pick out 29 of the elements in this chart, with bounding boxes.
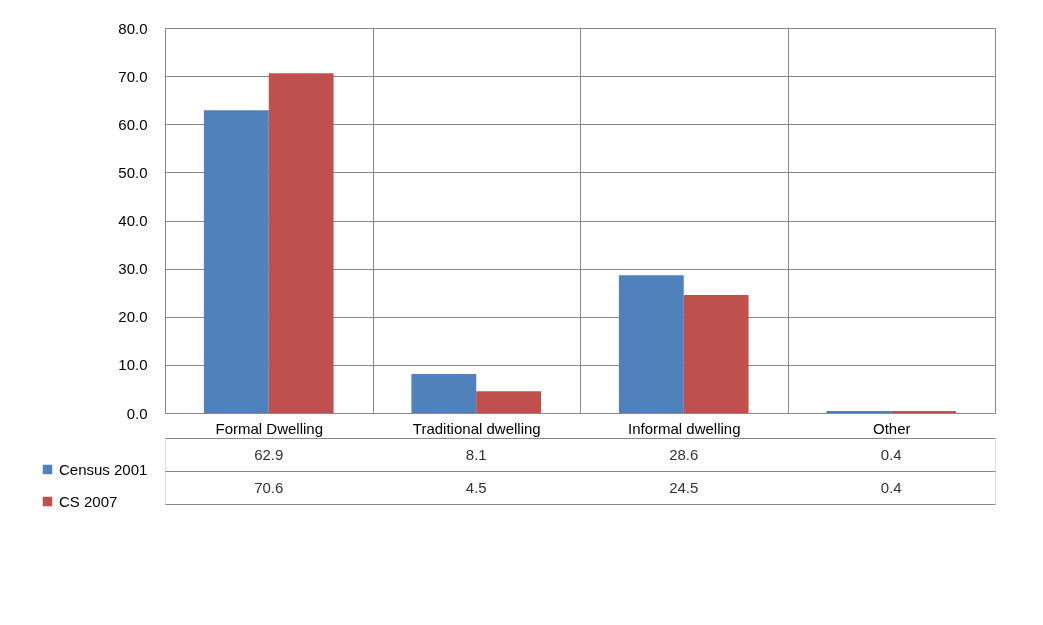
bar xyxy=(476,391,542,413)
legend-label: CS 2007 xyxy=(59,492,118,510)
data-label: 8.1 xyxy=(465,445,487,463)
bar xyxy=(268,73,334,413)
data-label: 0.4 xyxy=(880,445,902,463)
data-label: 28.6 xyxy=(669,445,699,463)
data-label: 4.5 xyxy=(465,478,487,496)
x-tick-label: Other xyxy=(872,419,911,437)
bar xyxy=(203,110,269,413)
y-tick-label: 80.0 xyxy=(118,19,148,37)
y-tick-label: 30.0 xyxy=(118,260,148,278)
x-tick-label: Traditional dwelling xyxy=(412,419,541,437)
bar xyxy=(618,275,684,413)
data-label: 0.4 xyxy=(880,478,902,496)
bar xyxy=(411,374,477,413)
y-tick-label: 60.0 xyxy=(118,115,148,133)
y-tick-label: 40.0 xyxy=(118,212,148,229)
y-tick-label: 10.0 xyxy=(118,356,148,374)
x-tick-label: Informal dwelling xyxy=(627,419,741,437)
data-label: 62.9 xyxy=(254,445,284,463)
legend-label: Census 2001 xyxy=(59,460,148,478)
y-tick-label: 20.0 xyxy=(118,308,148,326)
y-tick-label: 0.0 xyxy=(126,404,148,422)
data-label: 24.5 xyxy=(669,478,699,496)
x-tick-label: Formal Dwelling xyxy=(215,419,324,437)
y-tick-label: 50.0 xyxy=(118,163,148,181)
y-tick-label: 70.0 xyxy=(118,67,148,85)
data-label: 70.6 xyxy=(254,478,284,496)
bar xyxy=(683,295,749,413)
